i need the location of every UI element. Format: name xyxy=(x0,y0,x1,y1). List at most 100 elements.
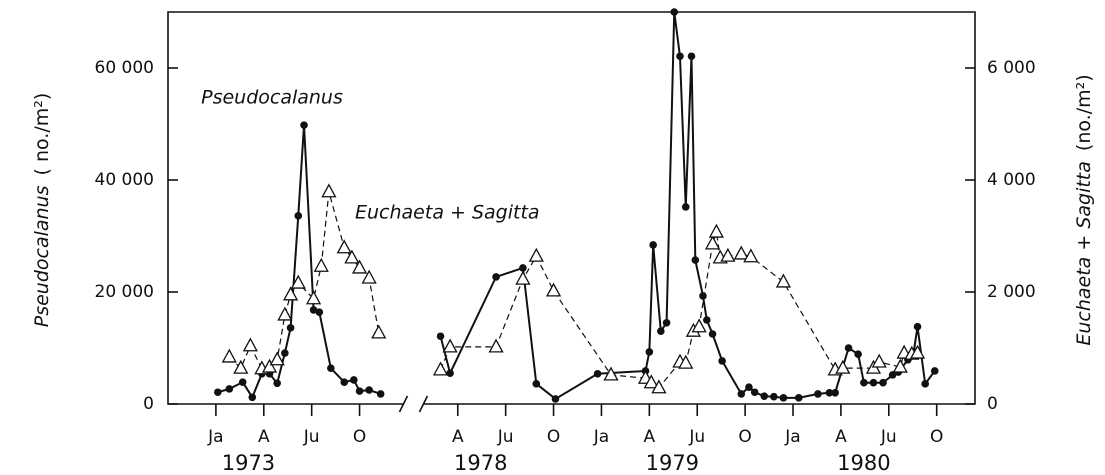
data-point xyxy=(545,282,562,297)
data-point xyxy=(214,388,222,397)
data-point xyxy=(733,245,749,260)
data-point xyxy=(670,8,679,16)
data-point xyxy=(860,378,868,387)
data-point xyxy=(376,390,385,398)
data-point xyxy=(551,395,560,403)
x-tick-label: A xyxy=(258,427,270,447)
data-point xyxy=(593,369,602,378)
x-tick-label: Ju xyxy=(688,427,705,447)
data-point xyxy=(321,183,337,198)
x-tick-label: O xyxy=(930,427,943,447)
data-point xyxy=(492,273,500,281)
data-point xyxy=(720,247,736,262)
x-tick-label: A xyxy=(452,427,464,447)
x-tick-label: O xyxy=(353,427,366,447)
y2-label-unit: (no./m²) xyxy=(1073,74,1095,151)
data-point xyxy=(269,351,285,366)
x-tick-label: A xyxy=(644,427,656,447)
data-point xyxy=(676,52,684,61)
y-tick-label: 60 000 xyxy=(95,58,154,78)
data-point xyxy=(718,357,726,365)
x-tick-label: Ja xyxy=(784,427,800,447)
data-point xyxy=(699,292,707,300)
data-point xyxy=(704,235,721,250)
y2-tick-label: 2 000 xyxy=(987,282,1036,302)
data-point xyxy=(745,383,753,392)
data-point xyxy=(770,392,778,401)
year-label: 1979 xyxy=(646,451,699,475)
data-point xyxy=(657,327,665,336)
data-point xyxy=(708,223,724,238)
data-point xyxy=(760,392,769,400)
data-point xyxy=(794,394,803,402)
data-point xyxy=(835,359,851,374)
x-tick-label: Ju xyxy=(303,427,320,447)
data-point xyxy=(743,248,759,263)
data-point xyxy=(662,319,671,327)
data-point xyxy=(286,324,295,332)
x-tick-label: Ju xyxy=(880,427,897,447)
data-point xyxy=(930,367,939,375)
axis-break xyxy=(398,395,429,413)
data-point xyxy=(233,359,249,374)
y2-label-name: Euchaeta + Sagitta xyxy=(1073,161,1095,346)
y-axis-label: Pseudocalanus ( no./m²) xyxy=(31,93,53,328)
y2-tick-label: 0 xyxy=(987,394,998,414)
data-point xyxy=(831,389,839,397)
data-point xyxy=(242,337,258,352)
data-point xyxy=(519,264,527,272)
data-point xyxy=(687,52,696,61)
series-line xyxy=(217,11,936,401)
data-point xyxy=(888,371,897,379)
data-point xyxy=(779,394,788,402)
data-point xyxy=(603,366,619,381)
data-point xyxy=(649,241,657,249)
data-point xyxy=(273,379,281,388)
series-name: Pseudocalanus xyxy=(201,87,343,109)
data-point xyxy=(708,330,717,338)
data-point xyxy=(336,239,352,254)
data-point xyxy=(432,361,449,376)
data-point xyxy=(892,358,908,373)
data-point xyxy=(446,369,454,378)
data-point xyxy=(350,376,358,384)
x-tick-label: O xyxy=(547,427,560,447)
data-point xyxy=(678,354,694,369)
data-point xyxy=(355,387,364,395)
x-tick-label: Ja xyxy=(207,427,223,447)
data-point xyxy=(361,269,377,284)
data-point xyxy=(913,322,922,331)
data-point xyxy=(221,348,237,363)
data-point xyxy=(909,344,926,359)
data-point xyxy=(315,308,324,316)
data-point xyxy=(854,350,862,358)
data-point xyxy=(309,306,318,314)
data-point xyxy=(515,270,531,285)
series-name: Euchaeta + Sagitta xyxy=(355,202,540,224)
data-point xyxy=(225,385,234,393)
year-label: 1978 xyxy=(454,451,507,475)
data-point xyxy=(340,378,349,386)
data-point xyxy=(248,393,257,402)
x-tick-label: O xyxy=(738,427,751,447)
year-label: 1973 xyxy=(222,451,275,475)
data-point xyxy=(327,364,335,372)
x-tick-label: A xyxy=(835,427,847,447)
data-point xyxy=(921,380,929,388)
data-point xyxy=(528,247,544,262)
data-point xyxy=(300,121,308,129)
data-point xyxy=(305,290,322,305)
y2-axis-label: Euchaeta + Sagitta (no./m²) xyxy=(1073,74,1095,345)
data-point xyxy=(351,259,368,274)
data-point xyxy=(844,344,853,352)
data-point xyxy=(371,324,387,339)
data-point xyxy=(643,374,659,389)
data-point xyxy=(869,378,878,387)
data-point xyxy=(442,338,458,353)
data-point xyxy=(294,212,303,220)
data-point xyxy=(703,316,711,324)
data-point xyxy=(871,353,887,368)
y-label-name: Pseudocalanus xyxy=(31,185,53,327)
